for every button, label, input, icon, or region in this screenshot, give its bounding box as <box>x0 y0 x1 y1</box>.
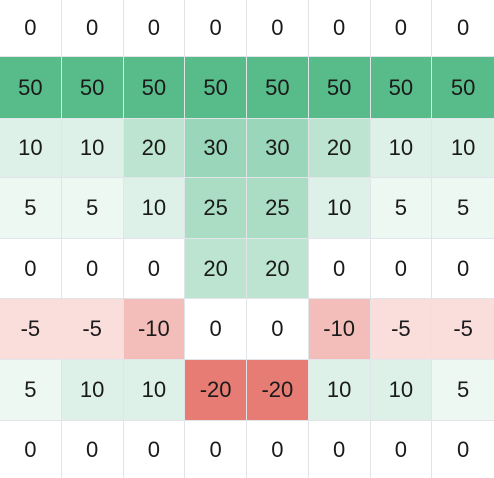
grid-cell[interactable]: 50 <box>62 57 124 119</box>
grid-cell[interactable]: 0 <box>247 421 309 478</box>
grid-cell[interactable]: 0 <box>185 0 247 57</box>
grid-cell[interactable]: 0 <box>124 421 186 478</box>
grid-cell[interactable]: 25 <box>185 178 247 239</box>
grid-cell[interactable]: 10 <box>309 360 371 421</box>
grid-cell[interactable]: 50 <box>185 57 247 119</box>
grid-cell[interactable]: 0 <box>309 421 371 478</box>
grid-cell[interactable]: 25 <box>247 178 309 239</box>
grid-cell[interactable]: 0 <box>185 299 247 360</box>
grid-cell[interactable]: -10 <box>309 299 371 360</box>
grid-cell[interactable]: 10 <box>62 360 124 421</box>
grid-cell[interactable]: 0 <box>62 239 124 299</box>
grid-cell[interactable]: 0 <box>371 421 433 478</box>
grid-cell[interactable]: 10 <box>124 178 186 239</box>
grid-cell[interactable]: 50 <box>247 57 309 119</box>
grid-cell[interactable]: 10 <box>371 119 433 178</box>
grid-cell[interactable]: 0 <box>371 0 433 57</box>
grid-cell[interactable]: 0 <box>432 239 494 299</box>
grid-cell[interactable]: 50 <box>371 57 433 119</box>
grid-cell[interactable]: 10 <box>0 119 62 178</box>
grid-cell[interactable]: 0 <box>124 0 186 57</box>
grid-cell[interactable]: 20 <box>247 239 309 299</box>
grid-cell[interactable]: 0 <box>185 421 247 478</box>
grid-cell[interactable]: 0 <box>432 0 494 57</box>
grid-cell[interactable]: 30 <box>185 119 247 178</box>
grid-cell[interactable]: 5 <box>432 360 494 421</box>
grid-cell[interactable]: 5 <box>432 178 494 239</box>
grid-cell[interactable]: -5 <box>371 299 433 360</box>
grid-cell[interactable]: 10 <box>371 360 433 421</box>
grid-cell[interactable]: -20 <box>185 360 247 421</box>
grid-cell[interactable]: 20 <box>309 119 371 178</box>
grid-cell[interactable]: 5 <box>62 178 124 239</box>
grid-cell[interactable]: 20 <box>185 239 247 299</box>
grid-cell[interactable]: 10 <box>309 178 371 239</box>
grid-cell[interactable]: 0 <box>0 421 62 478</box>
grid-cell[interactable]: 10 <box>432 119 494 178</box>
grid-cell[interactable]: 50 <box>309 57 371 119</box>
grid-cell[interactable]: 50 <box>0 57 62 119</box>
grid-cell[interactable]: -10 <box>124 299 186 360</box>
grid-cell[interactable]: 0 <box>247 0 309 57</box>
grid-cell[interactable]: 20 <box>124 119 186 178</box>
grid-cell[interactable]: 10 <box>124 360 186 421</box>
grid-cell[interactable]: 0 <box>124 239 186 299</box>
grid-cell[interactable]: -20 <box>247 360 309 421</box>
grid-cell[interactable]: 0 <box>247 299 309 360</box>
grid-cell[interactable]: -5 <box>0 299 62 360</box>
grid-cell[interactable]: 0 <box>309 0 371 57</box>
grid-cell[interactable]: 0 <box>0 239 62 299</box>
grid-cell[interactable]: 0 <box>62 421 124 478</box>
grid-cell[interactable]: 5 <box>371 178 433 239</box>
grid-cell[interactable]: 0 <box>309 239 371 299</box>
grid-cell[interactable]: -5 <box>432 299 494 360</box>
grid-cell[interactable]: 10 <box>62 119 124 178</box>
grid-cell[interactable]: 0 <box>371 239 433 299</box>
grid-cell[interactable]: 5 <box>0 360 62 421</box>
grid-cell[interactable]: 30 <box>247 119 309 178</box>
grid-cell[interactable]: 50 <box>432 57 494 119</box>
grid-cell[interactable]: 50 <box>124 57 186 119</box>
grid-cell[interactable]: -5 <box>62 299 124 360</box>
grid-cell[interactable]: 5 <box>0 178 62 239</box>
grid-cell[interactable]: 0 <box>432 421 494 478</box>
grid-cell[interactable]: 0 <box>0 0 62 57</box>
grid-cell[interactable]: 0 <box>62 0 124 57</box>
